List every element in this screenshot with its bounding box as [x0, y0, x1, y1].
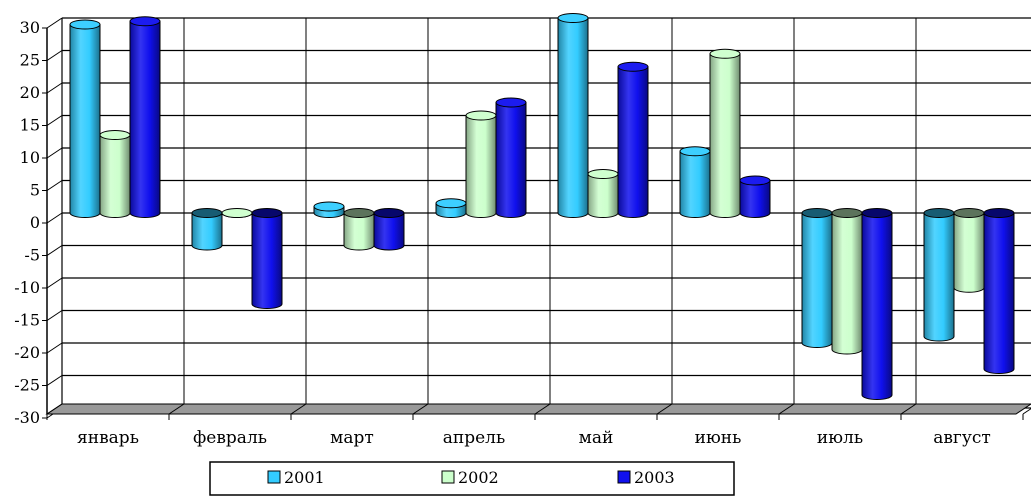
y-tick-label: -15	[14, 311, 40, 330]
bar-2003-4[interactable]	[617, 66, 649, 218]
bar-cap-2002-3	[465, 110, 497, 121]
bar-2002-0[interactable]	[99, 134, 131, 218]
floor-divider	[290, 403, 307, 415]
bar-2003-1[interactable]	[251, 212, 283, 309]
bar-cap-2001-6	[801, 208, 833, 218]
legend-swatch-2003	[617, 470, 631, 484]
bar-cap-2003-2	[373, 208, 405, 218]
bar-cap-2002-6	[831, 208, 863, 218]
gridline-side	[46, 82, 63, 94]
bar-2001-7[interactable]	[923, 212, 955, 342]
bar-cap-2001-5	[679, 146, 711, 157]
bar-cap-2002-1	[221, 208, 253, 218]
gridline-side	[46, 50, 63, 61]
bar-cap-2001-7	[923, 208, 955, 218]
legend-swatch-2002	[441, 470, 455, 484]
y-tick-label: 25	[20, 51, 40, 70]
bar-2003-0[interactable]	[129, 20, 161, 218]
bar-cap-2002-2	[343, 208, 375, 218]
x-tick-label: май	[579, 428, 614, 448]
floor-divider	[900, 403, 917, 415]
bar-cap-2003-6	[861, 208, 893, 218]
bar-2001-6[interactable]	[801, 212, 833, 348]
y-tick-label: 5	[30, 181, 40, 200]
chart-floor	[45, 403, 1031, 415]
gridline-side	[46, 245, 63, 256]
x-tick-label: март	[330, 428, 374, 448]
bar-2001-1[interactable]	[191, 212, 223, 251]
gridline-side	[46, 17, 63, 29]
floor-divider	[412, 403, 429, 415]
y-tick-label: 20	[20, 83, 40, 102]
bar-cap-2003-0	[129, 16, 161, 27]
bar-cap-2001-0	[69, 19, 101, 30]
legend-label: 2001	[284, 468, 325, 487]
bar-cap-2003-1	[251, 208, 283, 218]
bar-2002-6[interactable]	[831, 212, 863, 355]
bar-2002-7[interactable]	[953, 212, 985, 293]
floor-divider	[168, 403, 185, 415]
bar-2003-6[interactable]	[861, 212, 893, 400]
bar-cap-2003-5	[739, 175, 771, 186]
bar-cap-2001-4	[557, 13, 589, 23]
bar-cap-2003-3	[495, 97, 527, 108]
x-tick-label: июль	[817, 428, 863, 448]
bar-2001-0[interactable]	[69, 24, 101, 218]
y-tick-label: 30	[20, 18, 40, 37]
y-tick-label: -10	[14, 278, 40, 297]
legend-label: 2003	[634, 468, 675, 487]
bar-cap-2002-4	[587, 169, 619, 179]
bar-2003-7[interactable]	[983, 212, 1015, 374]
gridline-side	[46, 310, 63, 321]
bar-cap-2002-0	[99, 130, 131, 140]
bar-cap-2001-2	[313, 201, 345, 212]
gridline-side	[46, 147, 63, 159]
bar-2003-2[interactable]	[373, 212, 405, 251]
gridline-side	[46, 115, 63, 126]
y-tick-label: 10	[20, 148, 40, 167]
gridline-side	[46, 180, 63, 191]
bar-2002-2[interactable]	[343, 212, 375, 251]
x-tick-label: апрель	[443, 428, 505, 448]
bar-cap-2001-1	[191, 208, 223, 218]
floor-divider	[656, 403, 673, 415]
y-tick-label: -5	[24, 246, 40, 265]
bar-cap-2002-5	[709, 48, 741, 59]
y-tick-label: -25	[14, 376, 40, 395]
x-tick-label: февраль	[193, 428, 267, 448]
legend-box	[209, 461, 735, 496]
x-tick-label: август	[933, 428, 991, 448]
bar-cap-2003-4	[617, 61, 649, 72]
floor-divider	[778, 403, 795, 415]
floor-divider	[46, 403, 63, 415]
bar-2001-5[interactable]	[679, 150, 711, 218]
bar-cap-2002-7	[953, 208, 985, 218]
gridline-side	[46, 342, 63, 354]
y-tick-label: -30	[14, 408, 40, 427]
x-tick-label: июнь	[695, 428, 742, 448]
legend-swatch-2001	[267, 470, 281, 484]
y-tick-label: -20	[14, 343, 40, 362]
gridline-side	[46, 277, 63, 289]
floor-divider	[534, 403, 551, 415]
bar-2003-3[interactable]	[495, 102, 527, 218]
gridline-side	[46, 212, 63, 224]
bar-2001-4[interactable]	[557, 17, 589, 218]
x-tick-label: январь	[77, 428, 139, 448]
bar-2002-4[interactable]	[587, 173, 619, 218]
y-tick-label: 0	[30, 213, 40, 232]
gridline-side	[46, 375, 63, 386]
bar-2002-3[interactable]	[465, 115, 497, 218]
bar-cap-2001-3	[435, 198, 467, 209]
legend-label: 2002	[458, 468, 499, 487]
y-tick-label: 15	[20, 116, 40, 135]
bar-2002-5[interactable]	[709, 53, 741, 218]
bar-cap-2003-7	[983, 208, 1015, 218]
bar-2003-5[interactable]	[739, 180, 771, 218]
